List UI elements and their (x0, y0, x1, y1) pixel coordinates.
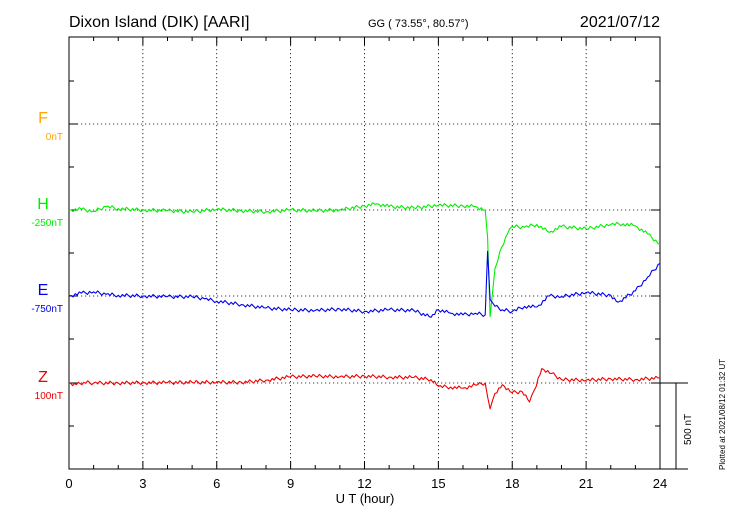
date-label: 2021/07/12 (580, 14, 660, 31)
coordinates-label: GG ( 73.55°, 80.57°) (368, 18, 469, 30)
x-tick-label: 6 (213, 476, 220, 491)
x-tick-label: 3 (139, 476, 146, 491)
series-name-E: E (38, 282, 49, 299)
station-title: Dixon Island (DIK) [AARI] (69, 14, 250, 31)
data-series (68, 202, 661, 410)
axis-ticks: 0 3 6 9 12 15 18 21 24 (65, 37, 667, 491)
x-tick-label: 18 (505, 476, 519, 491)
series-name-F: F (38, 110, 48, 127)
series-baseline-H: -250nT (31, 218, 63, 229)
x-tick-label: 24 (653, 476, 667, 491)
series-baseline-E: -750nT (31, 304, 63, 315)
scale-bar-label: 500 nT (683, 414, 694, 445)
series-name-H: H (37, 196, 49, 213)
plotted-at-note: Plotted at 2021/08/12 01:32 UT (718, 359, 727, 470)
series-labels: F 0nT H -250nT E -750nT Z 100nT (31, 110, 63, 402)
series-name-Z: Z (38, 369, 48, 386)
x-tick-label: 15 (431, 476, 445, 491)
x-tick-label: 0 (65, 476, 72, 491)
x-tick-label: 9 (287, 476, 294, 491)
x-tick-label: 12 (357, 476, 371, 491)
x-tick-label: 21 (579, 476, 593, 491)
series-line-E (68, 250, 661, 318)
grid-lines (69, 37, 660, 469)
series-baseline-F: 0nT (46, 132, 63, 143)
series-line-Z (68, 368, 661, 410)
series-baseline-Z: 100nT (35, 391, 63, 402)
x-axis-title: U T (hour) (336, 491, 395, 506)
series-line-H (68, 202, 661, 318)
scale-bar: 500 nT (660, 382, 694, 470)
